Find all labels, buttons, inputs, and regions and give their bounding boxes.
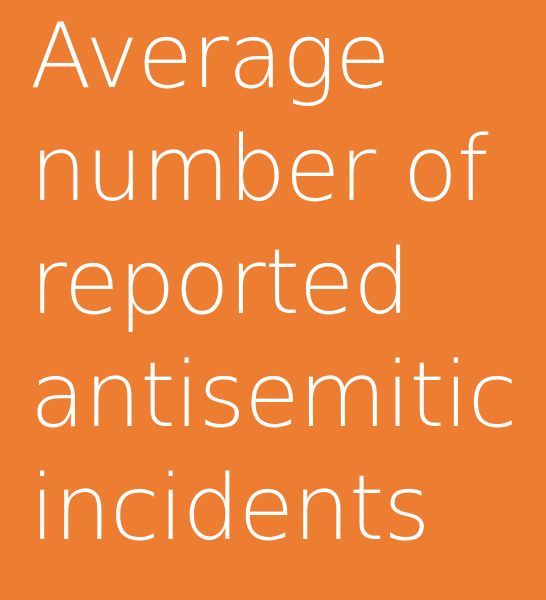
- title-line-3: reported: [30, 230, 410, 335]
- title-line-4: antisemitic: [30, 343, 517, 448]
- title-text: Average number of reported antisemitic i…: [30, 0, 517, 565]
- title-line-5: incidents: [30, 456, 430, 561]
- title-line-1: Average: [30, 4, 390, 109]
- title-line-2: number of: [30, 117, 489, 222]
